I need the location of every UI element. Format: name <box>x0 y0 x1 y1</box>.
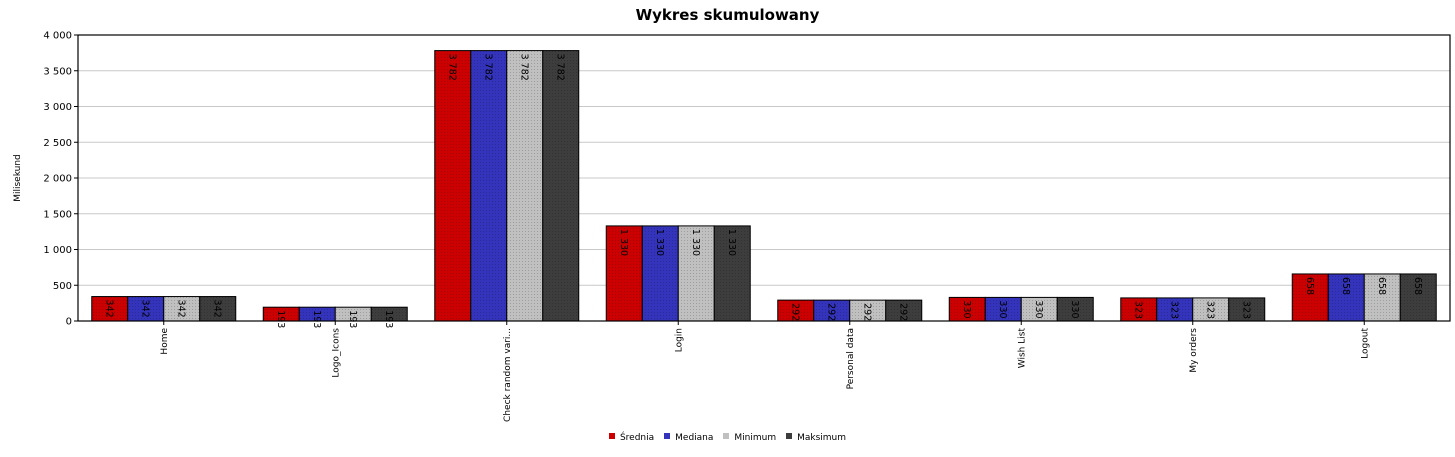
data-label: 193 <box>311 310 322 328</box>
data-label: 330 <box>961 300 972 318</box>
data-label: 330 <box>1069 300 1080 318</box>
category-label: Logout <box>1360 328 1370 359</box>
data-label: 342 <box>139 300 150 318</box>
y-tick-label: 3 000 <box>43 102 72 113</box>
data-label: 330 <box>1033 300 1044 318</box>
legend-item: Średnia <box>608 433 655 443</box>
legend-label: Mediana <box>675 433 714 443</box>
data-label: 323 <box>1132 301 1143 319</box>
bar <box>641 225 679 322</box>
legend-label: Maksimum <box>797 433 847 443</box>
data-label: 292 <box>897 303 908 321</box>
legend-item: Mediana <box>664 433 713 443</box>
category-label: My orders <box>1189 328 1199 373</box>
data-label: 292 <box>789 303 800 321</box>
y-tick-label: 4 000 <box>43 31 72 42</box>
data-label: 1 330 <box>690 229 701 256</box>
category-label: Home <box>160 328 170 355</box>
data-label: 3 782 <box>554 54 565 81</box>
bar <box>470 50 508 322</box>
category-label: Personal data <box>846 328 856 389</box>
data-label: 1 330 <box>726 229 737 256</box>
bar <box>1327 273 1365 322</box>
legend: Średnia Mediana Minimum Maksimum <box>0 433 1455 443</box>
category-label: Wish List <box>1017 328 1027 369</box>
bar <box>1399 273 1437 322</box>
category-label: Logo_Icons <box>331 328 341 378</box>
data-label: 342 <box>211 300 222 318</box>
data-label: 330 <box>997 300 1008 318</box>
data-label: 1 330 <box>654 229 665 256</box>
category-label: Login <box>674 328 684 352</box>
legend-swatch <box>664 433 671 439</box>
data-label: 292 <box>861 303 872 321</box>
chart-title: Wykres skumulowany <box>635 6 820 24</box>
y-tick-label: 0 <box>66 317 72 328</box>
data-label: 193 <box>347 310 358 328</box>
bar-chart: 0 500 1 000 1 500 2 000 2 500 3 000 3 500 4 000 M… <box>13 31 1451 422</box>
data-label: 193 <box>275 310 286 328</box>
bar <box>1291 273 1329 322</box>
data-label: 658 <box>1376 277 1387 295</box>
bar <box>677 225 715 322</box>
legend-item: Minimum <box>723 433 776 443</box>
bar <box>605 225 643 322</box>
data-label: 292 <box>825 303 836 321</box>
legend-swatch <box>608 433 615 439</box>
data-label: 1 330 <box>618 229 629 256</box>
data-label: 658 <box>1304 277 1315 295</box>
legend-swatch <box>786 433 793 439</box>
legend-label: Minimum <box>734 433 777 443</box>
data-label: 342 <box>103 300 114 318</box>
y-tick-label: 2 500 <box>43 138 72 149</box>
data-label: 193 <box>383 310 394 328</box>
legend-swatch <box>723 433 730 439</box>
y-axis-label: Milisekund <box>13 154 23 202</box>
bar <box>434 50 472 322</box>
y-tick-label: 2 000 <box>43 174 72 185</box>
data-label: 658 <box>1412 277 1423 295</box>
y-tick-label: 3 500 <box>43 66 72 77</box>
data-label: 3 782 <box>446 54 457 81</box>
data-label: 342 <box>175 300 186 318</box>
plot-border <box>77 34 1451 322</box>
data-label: 323 <box>1240 301 1251 319</box>
bar <box>127 296 165 322</box>
data-label: 3 782 <box>518 54 529 81</box>
legend-label: Średnia <box>619 433 655 443</box>
legend-item: Maksimum <box>786 433 846 443</box>
data-label: 323 <box>1204 301 1215 319</box>
bar <box>506 50 544 322</box>
category-label: Check random vari... <box>503 328 513 422</box>
data-label: 658 <box>1340 277 1351 295</box>
y-tick-label: 1 500 <box>43 209 72 220</box>
y-tick-label: 1 000 <box>43 245 72 256</box>
bar <box>542 50 580 322</box>
y-tick-label: 500 <box>53 281 72 292</box>
data-label: 3 782 <box>482 54 493 81</box>
data-label: 323 <box>1168 301 1179 319</box>
